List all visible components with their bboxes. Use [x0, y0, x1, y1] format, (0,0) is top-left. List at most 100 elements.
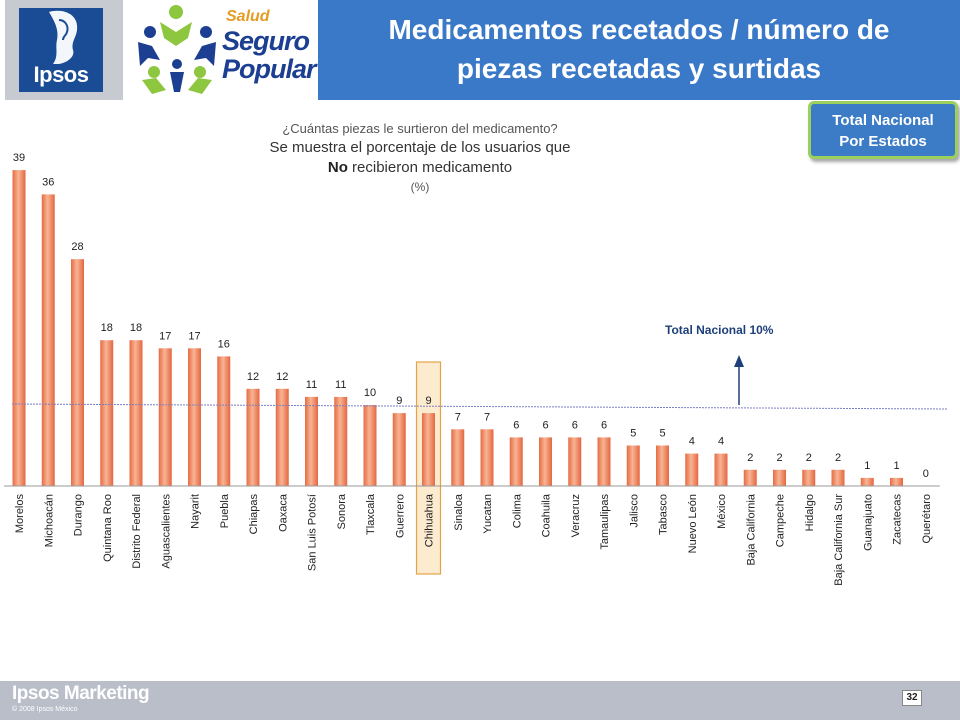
category-label-tamaulipas: Tamaulipas [599, 494, 611, 550]
footer-copyright: © 2008 Ipsos México [12, 706, 78, 713]
question-line1: ¿Cuántas piezas le surtieron del medicam… [282, 121, 558, 136]
ipsos-logo-text: Ipsos [33, 62, 89, 87]
scope-badge: Total Nacional Por Estados [808, 101, 958, 159]
value-label-morelos: 39 [13, 152, 25, 164]
category-label-sonora: Sonora [336, 493, 348, 529]
category-label-tlaxcala: Tlaxcala [365, 493, 377, 535]
page-title-line2: piezas recetadas y surtidas [456, 53, 822, 84]
category-label-zacatecas: Zacatecas [892, 494, 904, 545]
bar-michoacan [41, 194, 55, 486]
ipsos-face-icon [49, 10, 78, 65]
footer: Ipsos Marketing © 2008 Ipsos México [0, 681, 960, 720]
category-label-quintana-roo: Quintana Roo [102, 494, 114, 562]
bar-chart: 39 Morelos 36 Michoacán 28 Durango 18 Quintana … [4, 152, 949, 586]
reference-annotation: Total Nacional 10% [665, 323, 774, 337]
category-label-tabasco: Tabasco [658, 494, 670, 535]
value-label-colima: 6 [513, 419, 519, 431]
category-label-chihuahua: Chihuahua [424, 493, 436, 547]
category-label-baja-california-sur: Baja California Sur [833, 494, 845, 586]
bar-chihuahua [422, 413, 435, 486]
bar-zacatecas [890, 477, 903, 486]
value-label-puebla: 16 [218, 338, 230, 350]
bar-morelos [12, 170, 26, 486]
chart-question: ¿Cuántas piezas le surtieron del medicam… [190, 120, 650, 196]
question-line3-rest: recibieron medicamento [347, 159, 513, 176]
category-label-veracruz: Veracruz [570, 494, 582, 537]
bar-yucatan [480, 429, 494, 486]
bar-guanajuato [860, 477, 874, 486]
bar-sonora [334, 396, 348, 486]
category-label-nuevo-leon: Nuevo León [687, 494, 699, 553]
value-label-mexico: 4 [718, 436, 724, 448]
category-label-guerrero: Guerrero [394, 494, 406, 538]
bar-guerrero [392, 413, 406, 486]
value-label-guerrero: 9 [396, 395, 402, 407]
bar-baja-california-sur [831, 469, 845, 486]
category-label-chiapas: Chiapas [248, 494, 260, 535]
value-label-tabasco: 5 [659, 428, 665, 440]
bar-coahuila [539, 437, 552, 486]
value-label-baja-california-sur: 2 [835, 452, 841, 464]
category-label-yucatan: Yucatan [482, 494, 494, 534]
question-line2: Se muestra el porcentaje de los usuarios… [269, 139, 571, 156]
ipsos-logo: Ipsos [5, 0, 123, 100]
value-label-oaxaca: 12 [276, 371, 288, 383]
bar-san-luis-potosi [305, 396, 318, 486]
category-label-campeche: Campeche [775, 494, 787, 547]
bar-campeche [773, 469, 786, 486]
category-label-mexico: México [716, 494, 728, 529]
bar-chiapas [246, 388, 260, 486]
category-label-jalisco: Jalisco [628, 494, 640, 528]
value-label-veracruz: 6 [572, 419, 578, 431]
value-label-chiapas: 12 [247, 371, 259, 383]
bar-aguascalientes [158, 348, 172, 486]
seguro-popular-figures-icon [138, 5, 216, 94]
category-label-sinaloa: Sinaloa [453, 493, 465, 531]
value-label-distrito-federal: 18 [130, 322, 142, 334]
question-line3: No recibieron medicamento [190, 158, 650, 178]
bar-tlaxcala [363, 405, 377, 486]
category-label-aguascalientes: Aguascalientes [160, 494, 172, 569]
question-unit: (%) [410, 180, 430, 194]
bar-quintana-roo [100, 340, 114, 486]
category-label-colima: Colima [511, 493, 523, 528]
category-label-baja-california: Baja California [745, 493, 757, 565]
bar-tamaulipas [597, 437, 611, 486]
bar-jalisco [626, 445, 640, 486]
category-label-guanajuato: Guanajuato [862, 494, 874, 551]
value-label-zacatecas: 1 [893, 460, 899, 472]
value-label-sonora: 11 [335, 379, 346, 391]
header: Ipsos Salud Seguro Popular Medicamentos … [0, 0, 960, 100]
question-line3-bold: No [327, 159, 348, 176]
page-number: 32 [902, 690, 922, 706]
annotation-arrow-icon [734, 355, 744, 405]
value-label-aguascalientes: 17 [159, 330, 171, 342]
bar-puebla [217, 356, 231, 486]
value-label-queretaro: 0 [923, 468, 929, 480]
value-label-coahuila: 6 [542, 419, 548, 431]
value-label-nayarit: 17 [188, 330, 200, 342]
bar-colima [509, 437, 523, 486]
value-label-durango: 28 [71, 241, 83, 253]
value-label-chihuahua: 9 [425, 395, 431, 407]
bar-nuevo-leon [685, 453, 699, 486]
scope-badge-line1: Total Nacional [832, 112, 934, 129]
value-label-san-luis-potosi: 11 [306, 379, 317, 391]
ipsos-logo-box: Ipsos [19, 8, 103, 92]
value-label-guanajuato: 1 [864, 460, 870, 472]
bar-mexico [714, 453, 728, 486]
footer-brand: Ipsos Marketing [12, 683, 150, 704]
category-label-san-luis-potosi: San Luis Potosí [307, 494, 319, 571]
bar-oaxaca [275, 388, 289, 486]
value-label-tlaxcala: 10 [364, 387, 376, 399]
category-label-coahuila: Coahuila [541, 493, 553, 537]
category-label-oaxaca: Oaxaca [277, 493, 289, 532]
value-label-yucatan: 7 [484, 411, 490, 423]
category-label-nayarit: Nayarit [190, 494, 202, 529]
total-nacional-reference-line [11, 403, 949, 410]
category-label-puebla: Puebla [219, 493, 231, 528]
value-label-nuevo-leon: 4 [689, 436, 695, 448]
bar-durango [71, 259, 84, 486]
value-label-tamaulipas: 6 [601, 419, 607, 431]
value-label-campeche: 2 [776, 452, 782, 464]
